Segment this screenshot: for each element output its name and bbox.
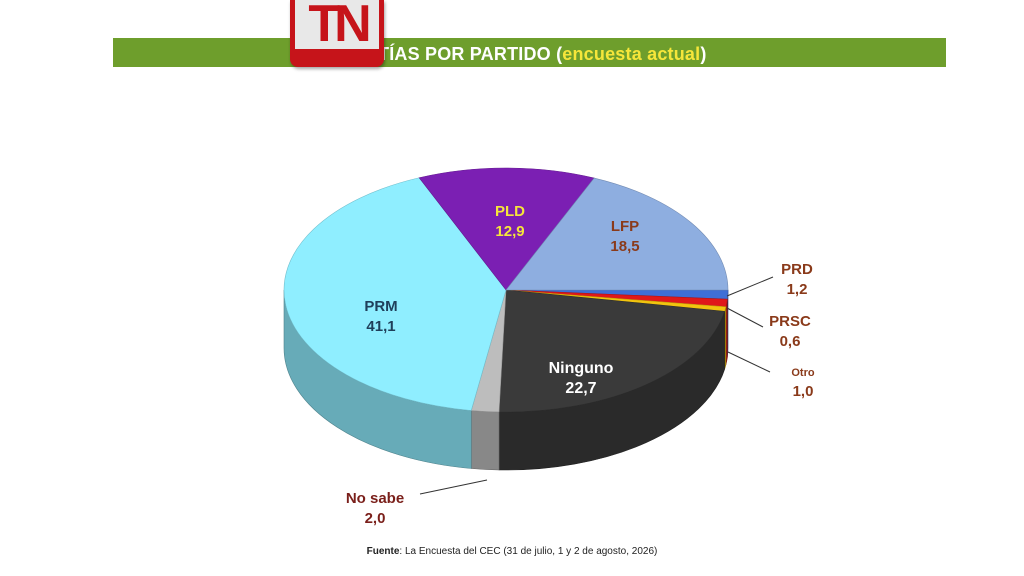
label-name-lfp: LFP xyxy=(611,218,639,235)
label-name-prm: PRM xyxy=(364,298,397,315)
tn-logo-plate: TN xyxy=(295,0,379,53)
label-value-no-sabe: 2,0 xyxy=(365,510,386,527)
pie-slice-pld xyxy=(418,167,595,291)
label-name-prsc: PRSC xyxy=(769,313,811,330)
pie-slice-prm xyxy=(283,177,507,411)
leader-line-otro xyxy=(727,351,771,373)
label-name-prd: PRD xyxy=(781,261,813,278)
label-name-otro: Otro xyxy=(791,367,815,379)
label-value-lfp: 18,5 xyxy=(610,238,639,255)
label-value-prm: 41,1 xyxy=(366,318,395,335)
pie-slice-lfp xyxy=(505,177,729,291)
label-name-ninguno: Ninguno xyxy=(549,360,614,377)
tn-logo: TN xyxy=(290,0,384,67)
leader-line-prd xyxy=(726,276,774,297)
leader-line-no-sabe xyxy=(419,479,488,495)
header-bar xyxy=(113,38,946,67)
source-text: : La Encuesta del CEC (31 de julio, 1 y … xyxy=(399,546,658,557)
label-value-prsc: 0,6 xyxy=(780,333,801,350)
tn-logo-text: TN xyxy=(308,0,371,53)
header-title: TÍAS POR PARTIDO (encuesta actual) xyxy=(378,44,707,65)
label-name-pld: PLD xyxy=(495,203,525,220)
source-footer: Fuente: La Encuesta del CEC (31 de julio… xyxy=(0,546,1024,557)
label-value-prd: 1,2 xyxy=(787,281,808,298)
source-label: Fuente xyxy=(366,546,400,557)
label-value-ninguno: 22,7 xyxy=(565,380,596,397)
header-title-close: ) xyxy=(700,44,707,64)
label-value-pld: 12,9 xyxy=(495,223,524,240)
label-value-otro: 1,0 xyxy=(793,383,814,400)
pie-slice-ninguno xyxy=(498,289,725,413)
leader-line-prsc xyxy=(726,307,764,328)
pie-side-no-sabe xyxy=(470,410,500,471)
label-name-no-sabe: No sabe xyxy=(346,490,404,507)
header-title-main: TÍAS POR PARTIDO ( xyxy=(378,44,563,64)
header-title-highlight: encuesta actual xyxy=(562,44,701,64)
